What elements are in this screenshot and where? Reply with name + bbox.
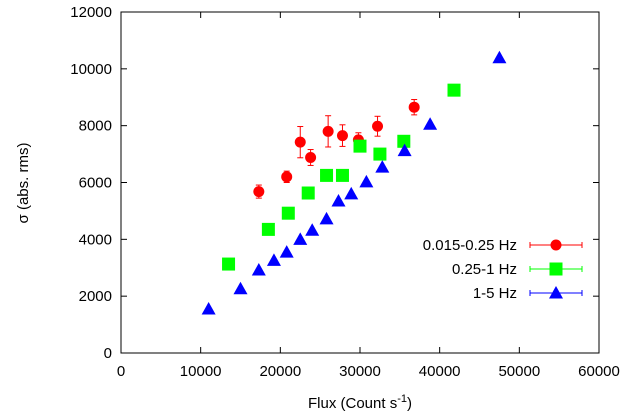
data-point (408, 101, 420, 113)
data-point (281, 171, 293, 183)
x-tick-label: 20000 (259, 363, 301, 380)
data-point (373, 147, 387, 161)
data-point (305, 223, 320, 236)
legend-label: 0.015-0.25 Hz (423, 237, 517, 254)
data-point (201, 301, 216, 315)
legend: 0.015-0.25 Hz 0.25-1 Hz 1-5 Hz (423, 237, 583, 302)
data-point (261, 222, 275, 236)
y-axis-title: σ (abs. rms) (15, 143, 32, 224)
data-point (293, 232, 308, 245)
data-point (397, 134, 411, 148)
data-point (423, 117, 438, 130)
data-point (319, 211, 334, 225)
y-tick-label: 10000 (70, 61, 112, 78)
data-point (335, 168, 349, 182)
legend-label: 0.25-1 Hz (452, 261, 517, 278)
x-axis-title-sup: -1 (397, 393, 407, 405)
data-point (322, 125, 334, 137)
y-tick-label: 4000 (79, 231, 112, 248)
x-tick-label: 50000 (498, 363, 540, 380)
data-point (331, 193, 346, 207)
y-tick-label: 6000 (79, 175, 112, 192)
x-tick-label: 40000 (419, 363, 461, 380)
y-tick-label: 12000 (70, 4, 112, 21)
data-point (305, 151, 317, 163)
data-point (344, 186, 359, 200)
data-point (253, 186, 265, 198)
x-axis-title-close: ) (407, 395, 412, 412)
data-point (279, 245, 294, 258)
y-tick-label: 0 (104, 345, 112, 362)
x-tick-label: 60000 (578, 363, 620, 380)
data-point (301, 186, 315, 200)
data-point (397, 143, 412, 157)
legend-marker (549, 262, 563, 276)
data-point (359, 174, 374, 188)
x-tick-label: 10000 (180, 363, 222, 380)
series-1 (253, 99, 420, 199)
legend-label: 1-5 Hz (473, 285, 517, 302)
data-points (201, 50, 507, 315)
data-point (375, 160, 390, 173)
data-point (492, 50, 507, 64)
series-3 (201, 50, 507, 315)
y-tick-label: 2000 (79, 288, 112, 305)
data-point (222, 257, 236, 271)
legend-marker (550, 239, 562, 251)
axis-ticks: 0 10000 20000 30000 40000 50000 60000 0 2000 4000… (70, 4, 620, 380)
x-tick-label: 0 (117, 363, 125, 380)
data-point (251, 263, 266, 276)
series-2 (222, 83, 461, 271)
data-point (294, 136, 306, 148)
data-point (320, 168, 334, 182)
x-axis-title-main: Flux (Count s (308, 395, 397, 412)
x-axis-title: Flux (Count s-1) (308, 393, 412, 412)
legend-marker (549, 286, 563, 299)
data-point (281, 206, 295, 220)
x-tick-label: 30000 (339, 363, 381, 380)
data-point (336, 130, 348, 142)
data-point (372, 120, 384, 132)
y-tick-label: 8000 (79, 118, 112, 135)
data-point (353, 139, 367, 153)
data-point (233, 281, 248, 295)
plot-frame (120, 11, 600, 354)
data-point (447, 83, 461, 97)
data-point (266, 253, 281, 266)
